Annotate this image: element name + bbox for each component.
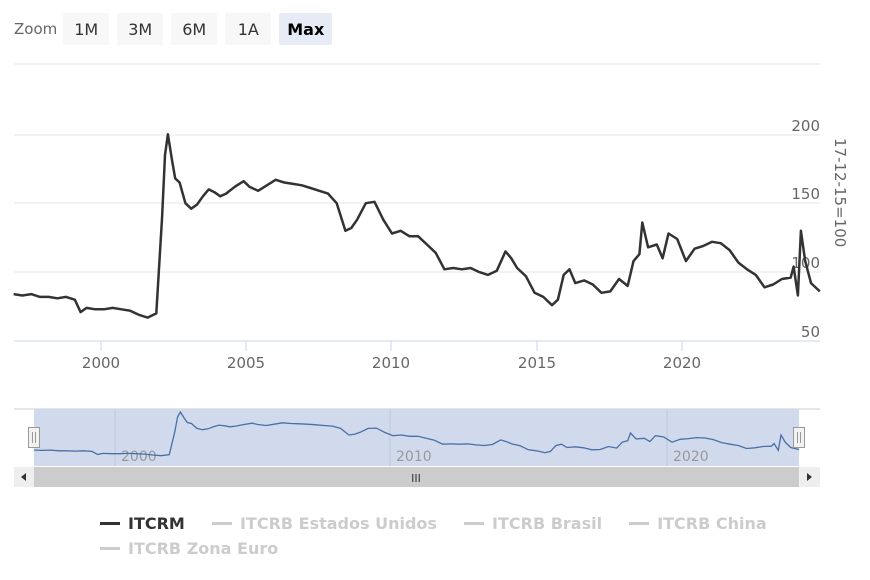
chart-area: 200 150 100 50 17-12-15=100 2000 2005 20…: [13, 63, 849, 487]
navigator-mask[interactable]: [34, 409, 799, 466]
arrow-left-icon: [21, 473, 26, 481]
scrollbar-grip-icon: III: [411, 472, 421, 485]
navigator-tick-2000: 2000: [121, 449, 157, 465]
legend-item-itcrm[interactable]: ITCRM: [100, 513, 185, 535]
zoom-label: Zoom: [14, 20, 58, 38]
y-tick-150: 150: [791, 185, 820, 203]
x-tick-2010: 2010: [372, 354, 410, 372]
legend: ITCRM ITCRB Estados Unidos ITCRB Brasil …: [100, 510, 800, 559]
legend-line-icon: [100, 546, 120, 550]
scrollbar[interactable]: III: [14, 467, 820, 487]
y-tick-200: 200: [791, 117, 820, 135]
navigator-tick-2010: 2010: [396, 449, 432, 465]
zoom-max-button[interactable]: Max: [279, 13, 333, 45]
legend-line-icon: [211, 522, 232, 525]
scrollbar-thumb[interactable]: [34, 467, 799, 487]
navigator-handle-right[interactable]: [793, 427, 805, 448]
navigator-tick-2020: 2020: [673, 449, 709, 465]
x-tick-2020: 2020: [663, 354, 701, 372]
series-line-itcrm[interactable]: [13, 133, 821, 319]
x-axis-ticks: [100, 341, 683, 351]
legend-line-icon: [629, 522, 650, 525]
x-tick-2005: 2005: [227, 354, 265, 372]
x-tick-2015: 2015: [518, 354, 556, 372]
y-axis-title: 17-12-15=100: [831, 138, 849, 247]
zoom-1a-button[interactable]: 1A: [225, 13, 272, 45]
legend-line-icon: [464, 522, 485, 525]
zoom-6m-button[interactable]: 6M: [171, 13, 218, 45]
range-selector: Zoom 1M 3M 6M 1A Max: [14, 13, 340, 45]
legend-line-icon: [100, 522, 120, 525]
navigator-series-line: [33, 410, 800, 457]
x-tick-2000: 2000: [82, 354, 120, 372]
legend-item-itcrb-zona-euro[interactable]: ITCRB Zona Euro: [100, 537, 278, 559]
legend-item-itcrb-estados-unidos[interactable]: ITCRB Estados Unidos: [211, 513, 437, 535]
y-tick-50: 50: [801, 323, 820, 341]
navigator: 2000 2010 2020: [14, 408, 820, 466]
zoom-3m-button[interactable]: 3M: [117, 13, 164, 45]
navigator-handle-left[interactable]: [28, 427, 40, 448]
arrow-right-icon: [807, 473, 812, 481]
legend-item-itcrb-china[interactable]: ITCRB China: [629, 513, 767, 535]
legend-item-itcrb-brasil[interactable]: ITCRB Brasil: [464, 513, 602, 535]
zoom-1m-button[interactable]: 1M: [63, 13, 110, 45]
